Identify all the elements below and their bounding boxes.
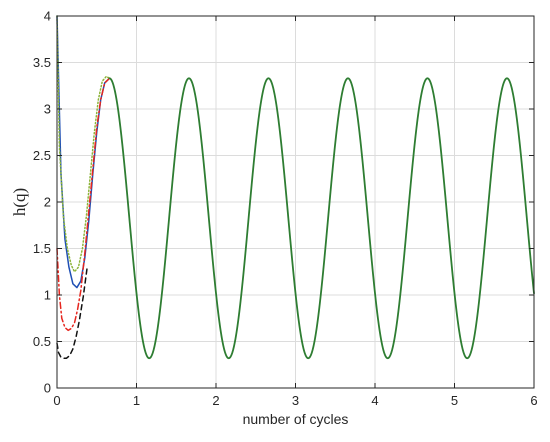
y-tick-label: 0.5 — [33, 334, 51, 349]
series-layer — [56, 15, 535, 360]
tick-labels: 0 1 2 3 4 5 6 0 0.5 1 1.5 2 2.5 3 3.5 4 — [33, 9, 538, 409]
ticks — [56, 15, 535, 389]
y-tick-label: 3 — [44, 102, 51, 117]
x-tick-label: 6 — [530, 393, 537, 408]
y-tick-label: 1 — [44, 288, 51, 303]
x-tick-label: 2 — [212, 393, 219, 408]
x-tick-label: 1 — [133, 393, 140, 408]
y-tick-label: 4 — [44, 9, 51, 24]
y-tick-label: 1.5 — [33, 241, 51, 256]
x-tick-label: 3 — [292, 393, 299, 408]
y-tick-label: 2.5 — [33, 148, 51, 163]
x-tick-label: 5 — [451, 393, 458, 408]
x-tick-label: 4 — [371, 393, 378, 408]
series-line-3 — [56, 266, 88, 359]
y-tick-label: 2 — [44, 195, 51, 210]
x-tick-label: 0 — [53, 393, 60, 408]
series-line-4 — [108, 77, 535, 360]
x-axis-label: number of cycles — [243, 411, 349, 427]
series-line-1 — [56, 15, 111, 273]
series-line-2 — [56, 77, 111, 332]
y-axis-label: h(q) — [10, 188, 29, 216]
series-line-0 — [56, 15, 111, 289]
y-tick-label: 0 — [44, 381, 51, 396]
y-tick-label: 3.5 — [33, 55, 51, 70]
